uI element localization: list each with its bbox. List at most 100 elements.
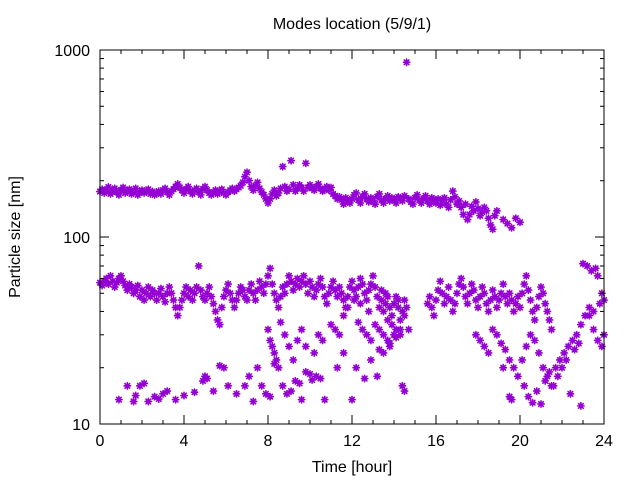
data-point [306, 370, 314, 379]
data-point [455, 196, 464, 205]
data-point [593, 271, 602, 280]
y-axis: 10 100 1000 [54, 43, 604, 434]
data-point [152, 296, 161, 305]
data-point [173, 180, 182, 189]
data-point [255, 184, 264, 193]
data-point [261, 280, 270, 289]
data-point [423, 299, 432, 308]
data-point [268, 189, 277, 198]
data-point [461, 200, 470, 209]
data-point [507, 296, 516, 305]
data-point [537, 283, 545, 292]
data-point [163, 387, 172, 396]
data-point [530, 315, 539, 324]
data-point [400, 296, 409, 305]
data-point [574, 339, 583, 348]
data-point [488, 225, 497, 234]
data-point [348, 277, 356, 286]
data-point [528, 398, 537, 407]
data-point [570, 345, 579, 354]
data-point [562, 355, 571, 364]
data-point [490, 292, 499, 301]
data-point [379, 307, 388, 316]
data-point [333, 292, 342, 301]
data-point [110, 184, 119, 193]
data-point [245, 372, 254, 381]
data-point [444, 203, 453, 212]
data-point [343, 292, 352, 301]
data-point [463, 215, 472, 224]
data-point [289, 355, 298, 364]
data-point [322, 182, 331, 191]
x-axis-label: Time [hour] [312, 459, 392, 476]
data-point [537, 399, 545, 408]
data-point [154, 395, 163, 404]
x-tick-label: 12 [343, 433, 361, 450]
data-point [532, 387, 541, 396]
data-point [576, 401, 585, 410]
data-point [287, 156, 296, 165]
data-point [427, 303, 436, 312]
data-point [503, 299, 512, 308]
data-point [463, 299, 472, 308]
x-tick-label: 20 [511, 433, 529, 450]
data-point [98, 281, 107, 290]
data-point [467, 202, 476, 211]
data-point [167, 289, 176, 298]
data-point [264, 325, 272, 334]
data-point [339, 348, 348, 357]
data-point [492, 206, 501, 215]
data-point [400, 387, 409, 396]
data-point [480, 342, 489, 351]
data-point [182, 283, 191, 292]
data-point [362, 296, 371, 305]
data-point [364, 286, 373, 295]
data-point [314, 180, 323, 189]
data-point [524, 392, 533, 401]
data-point [192, 283, 201, 292]
data-point [390, 195, 398, 204]
data-point [201, 296, 209, 305]
data-point [371, 283, 380, 292]
data-point [398, 196, 407, 205]
data-point [392, 292, 401, 301]
data-point [526, 330, 535, 339]
data-point [282, 280, 291, 289]
data-point [249, 186, 258, 195]
data-point [375, 345, 384, 354]
data-point [264, 198, 272, 207]
data-point [486, 220, 495, 229]
data-point [276, 184, 285, 193]
x-tick-label: 24 [595, 433, 613, 450]
data-point [394, 296, 403, 305]
data-point [133, 281, 142, 290]
data-point [528, 307, 537, 316]
data-point [331, 286, 340, 295]
data-point [129, 187, 138, 196]
data-point [327, 320, 335, 329]
data-point [440, 193, 449, 202]
data-point [448, 307, 457, 316]
data-point [390, 299, 398, 308]
data-point [467, 280, 476, 289]
y-tick-label: 1000 [54, 43, 90, 60]
data-point [127, 283, 136, 292]
data-point [285, 185, 293, 194]
data-point [299, 271, 308, 280]
data-point [310, 292, 319, 301]
data-point [551, 363, 560, 372]
data-point [299, 187, 308, 196]
data-point [350, 286, 359, 295]
data-point [589, 307, 598, 316]
data-point [499, 215, 508, 224]
data-point [224, 381, 233, 390]
data-point [369, 271, 377, 280]
data-point [135, 381, 144, 390]
data-point [377, 286, 386, 295]
data-point [327, 183, 335, 192]
data-point [306, 180, 314, 189]
data-point [486, 296, 495, 305]
data-point [209, 387, 218, 396]
data-point [161, 184, 170, 193]
y-axis-label: Particle size [nm] [7, 176, 24, 298]
